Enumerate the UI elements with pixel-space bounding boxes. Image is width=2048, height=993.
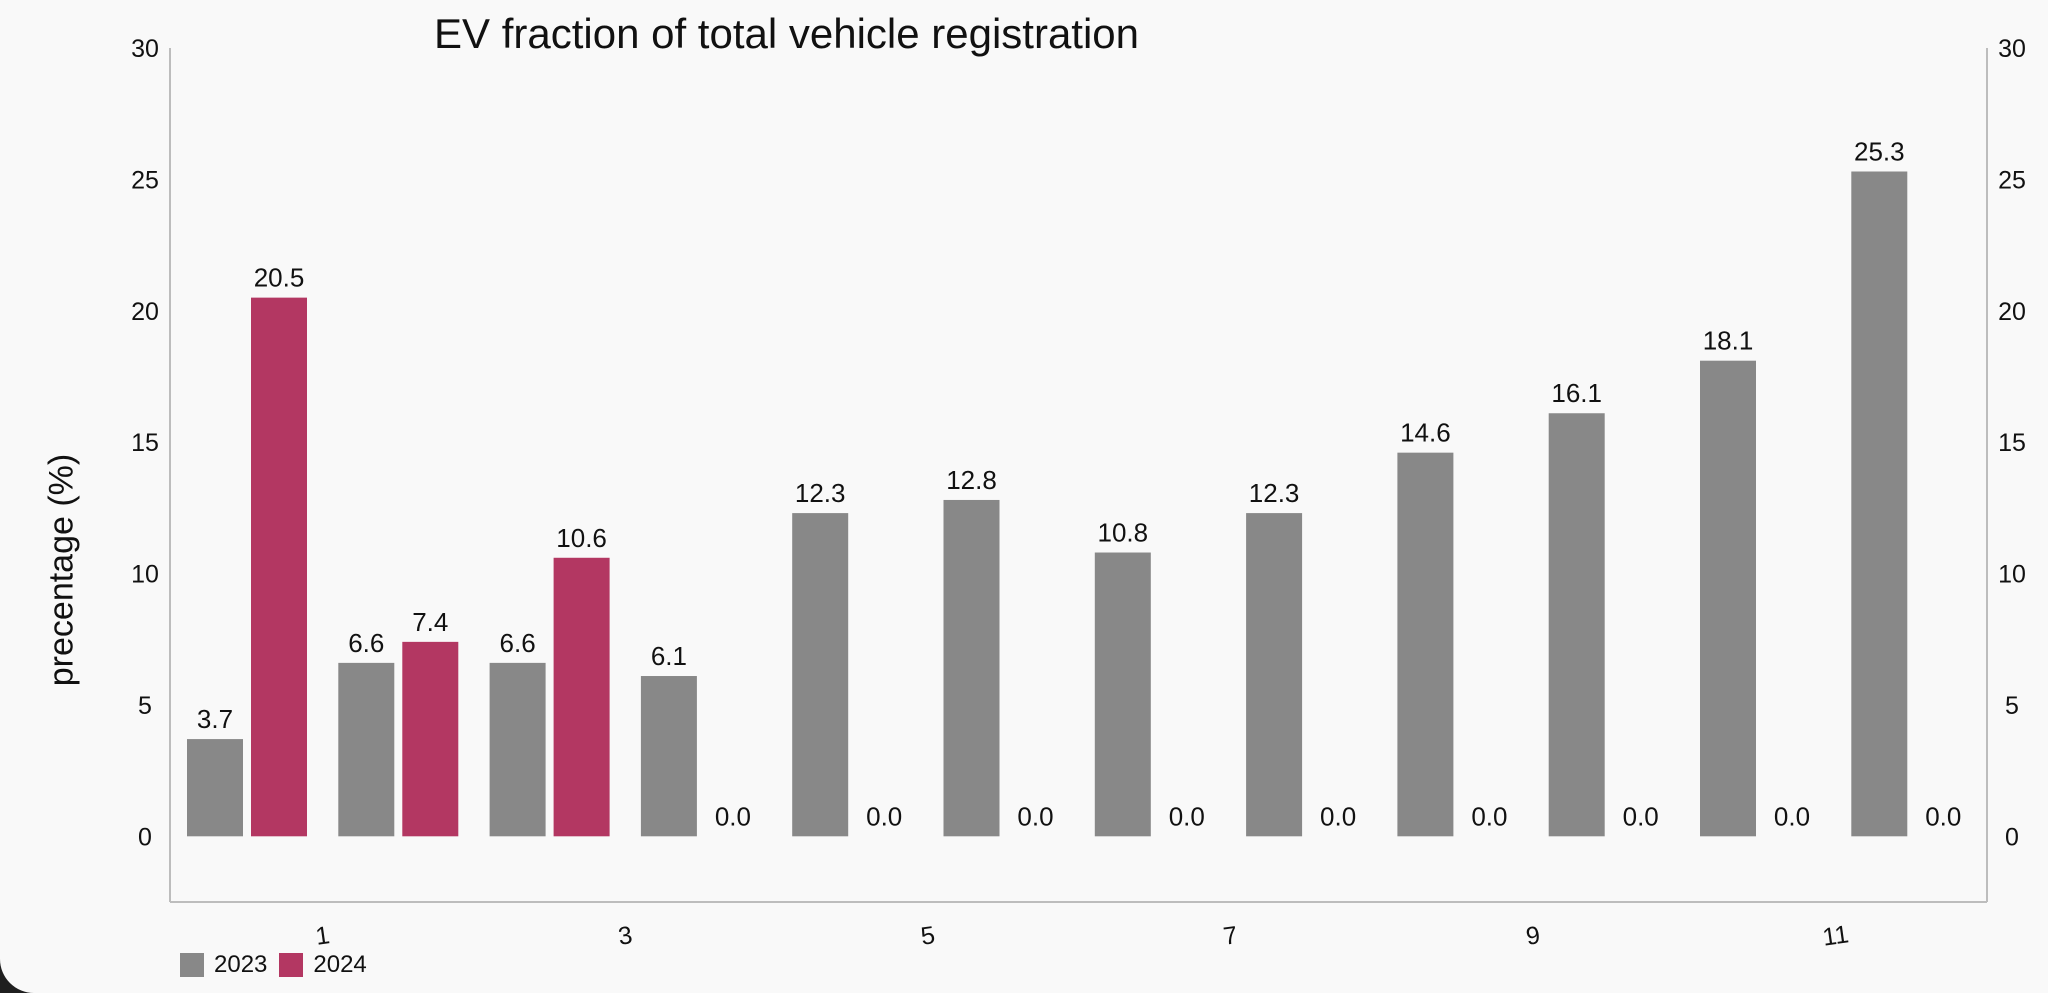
data-label-2023: 6.6 bbox=[500, 628, 536, 658]
y-tick-label-right: 30 bbox=[1998, 35, 2026, 63]
data-label-2023: 14.6 bbox=[1400, 418, 1451, 448]
x-tick-label: 5 bbox=[919, 921, 937, 951]
data-label-2023: 3.7 bbox=[197, 704, 233, 734]
data-label-2023: 12.8 bbox=[946, 465, 997, 495]
y-tick-label-left: 25 bbox=[131, 166, 159, 194]
x-tick-label: 3 bbox=[616, 921, 634, 951]
data-label-2024: 7.4 bbox=[412, 607, 448, 637]
y-tick-label-left: 5 bbox=[138, 692, 152, 720]
bar-2023 bbox=[1246, 513, 1303, 837]
bar-2023 bbox=[489, 662, 546, 837]
data-label-2024: 0.0 bbox=[1774, 801, 1810, 831]
y-tick-label-left: 0 bbox=[138, 823, 152, 851]
bar-2023 bbox=[1851, 171, 1908, 837]
data-label-2024: 0.0 bbox=[1623, 801, 1659, 831]
data-label-2024: 10.6 bbox=[556, 523, 607, 553]
data-label-2023: 10.8 bbox=[1097, 518, 1148, 548]
legend-swatch-2023 bbox=[180, 953, 204, 977]
y-tick-label-left: 10 bbox=[131, 561, 159, 589]
x-tick-label: 1 bbox=[314, 921, 332, 951]
data-label-2023: 6.1 bbox=[651, 641, 687, 671]
x-tick-label: 9 bbox=[1524, 921, 1542, 951]
legend: 2023 2024 bbox=[180, 951, 367, 979]
y-tick-label-right: 15 bbox=[1998, 429, 2026, 457]
y-tick-label-right: 20 bbox=[1998, 298, 2026, 326]
bar-2023 bbox=[187, 739, 243, 837]
data-label-2023: 12.3 bbox=[795, 478, 846, 508]
bar-2024 bbox=[553, 557, 610, 837]
bar-2024 bbox=[402, 641, 459, 837]
data-label-2023: 18.1 bbox=[1703, 326, 1754, 356]
y-tick-label-left: 15 bbox=[131, 429, 159, 457]
y-tick-label-right: 5 bbox=[2005, 692, 2019, 720]
data-label-2024: 0.0 bbox=[1169, 801, 1205, 831]
bar-2023 bbox=[338, 662, 395, 837]
legend-label-2024: 2024 bbox=[313, 951, 367, 978]
data-label-2024: 0.0 bbox=[1925, 801, 1961, 831]
data-label-2023: 12.3 bbox=[1249, 478, 1300, 508]
legend-item-2024: 2024 bbox=[279, 951, 367, 979]
x-tick-label: 11 bbox=[1821, 920, 1851, 951]
y-tick-label-left: 20 bbox=[131, 298, 159, 326]
bar-2023 bbox=[1397, 452, 1454, 837]
data-label-2023: 16.1 bbox=[1551, 378, 1602, 408]
data-label-2024: 0.0 bbox=[1471, 801, 1507, 831]
bar-2023 bbox=[1700, 360, 1756, 837]
data-label-2023: 25.3 bbox=[1854, 137, 1905, 167]
data-label-2023: 6.6 bbox=[348, 628, 384, 658]
bar-2023 bbox=[640, 676, 697, 837]
bar-2023 bbox=[792, 513, 849, 837]
bar-2023 bbox=[1548, 413, 1605, 837]
y-tick-label-right: 25 bbox=[1998, 166, 2026, 194]
x-tick-label: 7 bbox=[1222, 921, 1240, 951]
y-axis-label: precentage (%) bbox=[42, 453, 81, 687]
data-label-2024: 0.0 bbox=[1320, 801, 1356, 831]
bar-2023 bbox=[1094, 552, 1151, 837]
y-tick-label-right: 10 bbox=[1998, 561, 2026, 589]
legend-item-2023: 2023 bbox=[180, 951, 267, 979]
chart-title: EV fraction of total vehicle registratio… bbox=[434, 10, 1140, 57]
y-tick-label-left: 30 bbox=[131, 35, 159, 63]
bar-2024 bbox=[251, 297, 307, 837]
legend-swatch-2024 bbox=[279, 953, 304, 977]
bar-2023 bbox=[943, 499, 1000, 837]
data-label-2024: 0.0 bbox=[866, 801, 902, 831]
y-tick-label-right: 0 bbox=[2005, 823, 2019, 851]
data-label-2024: 20.5 bbox=[254, 263, 305, 293]
data-label-2024: 0.0 bbox=[715, 801, 751, 831]
data-label-2024: 0.0 bbox=[1017, 801, 1053, 831]
legend-label-2023: 2023 bbox=[214, 951, 268, 978]
